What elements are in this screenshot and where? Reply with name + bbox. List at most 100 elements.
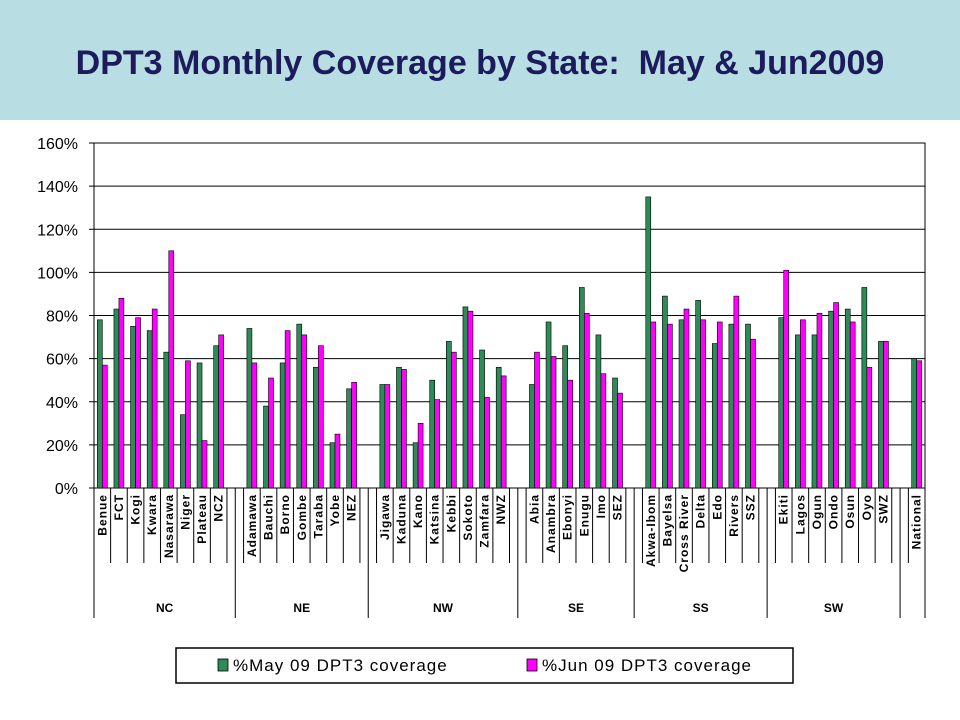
bar-jun [102,364,108,489]
x-tick-label: Adamawa [245,494,259,557]
bar-may [778,317,785,489]
x-tick-label: Imo [594,494,608,518]
bar-may [711,343,718,489]
bar-may [529,384,535,489]
bar-jun [384,384,391,489]
bar-jun [318,345,324,489]
bar-may [811,334,818,489]
y-tick-label: 0% [55,481,78,498]
bar-may [745,323,751,489]
bar-may [379,384,386,489]
bar-jun [334,433,341,489]
x-tick-label: Plateau [195,494,209,544]
x-tick-label: Osun [843,494,857,529]
bar-may [163,351,170,489]
bar-jun [151,308,158,489]
x-tick-label: Ogun [810,494,824,529]
bar-jun [451,351,457,489]
title-banner: DPT3 Monthly Coverage by State: May & Ju… [0,0,960,120]
bar-may [246,328,253,489]
x-tick-label: NEZ [345,494,359,521]
x-tick-label: Gombe [295,494,309,540]
x-tick-label: Niger [178,494,192,530]
bar-jun [417,423,424,489]
bar-jun [883,341,889,489]
bar-may [828,310,834,489]
bar-may [446,341,452,489]
x-tick-label: Kogi [129,494,143,525]
chart-title: DPT3 Monthly Coverage by State: May & Ju… [75,44,885,82]
y-tick-label: 80% [46,309,78,326]
x-tick-label: Enugu [577,494,591,536]
bar-may [795,334,801,489]
bar-jun [550,356,557,489]
bar-jun [733,295,740,489]
bar-jun [135,317,141,489]
bar-jun [201,440,208,489]
x-tick-label: Abia [527,494,541,524]
bar-jun [617,392,623,489]
group-label: NC [156,601,174,615]
x-tick-label: Edo [710,494,724,520]
bar-may [329,442,336,489]
bar-jun [218,334,224,489]
x-tick-label: Zamfara [478,494,492,548]
x-tick-label: Jigawa [378,494,392,540]
x-tick-label: Bauchi [262,494,276,540]
x-tick-label: Lagos [793,494,807,534]
bar-jun [301,334,308,489]
y-tick-label: 40% [46,395,78,412]
x-axis: Benue FCT Kogi Kwara Nasarawa Niger Plateau NCZ… [93,488,926,618]
x-tick-label: Katsina [428,494,442,544]
group-label: NE [293,601,310,615]
bar-may [146,330,153,489]
x-tick-label: Yobe [328,494,342,526]
bar-jun [849,321,856,489]
x-tick-label: Delta [694,494,708,528]
bar-may [662,295,668,489]
bars [97,196,922,489]
x-tick-label: Akwa-Ibom [644,494,658,567]
bar-may [545,321,552,489]
x-tick-label: Ebonyi [561,494,575,540]
x-tick-label: SWZ [876,494,890,524]
bar-may [313,366,319,489]
legend-label: %May 09 DPT3 coverage [233,656,448,675]
bar-jun [185,360,191,489]
bar-may [595,334,602,489]
bar-jun [800,319,806,489]
x-tick-label: National [910,494,924,549]
bar-jun [683,308,690,489]
x-tick-label: Oyo [860,494,874,520]
bar-may [130,325,136,489]
bar-jun [434,399,440,489]
legend-box [175,647,794,684]
x-tick-label: FCT [112,494,126,520]
bar-jun [484,397,490,489]
y-tick-label: 20% [46,438,78,455]
x-tick-label: Borno [278,494,292,534]
x-tick-label: Bayelsa [660,494,674,546]
y-tick-label: 140% [37,179,78,196]
y-tick-label: 100% [37,265,78,282]
x-tick-label: Kano [411,494,425,528]
bar-jun [716,321,723,489]
bar-may [296,323,303,489]
bar-jun [750,338,756,489]
group-label: SS [693,601,709,615]
x-tick-label: SSZ [743,494,757,520]
group-label: SE [568,601,584,615]
bar-may [562,345,568,489]
bar-jun [534,351,540,489]
bar-may [695,300,701,489]
bar-jun [567,379,573,489]
bar-jun [700,319,706,489]
bar-jun [783,269,790,489]
bar-may [844,308,851,489]
bar-jun [401,369,407,489]
x-tick-label: Kaduna [394,494,408,544]
x-tick-label: Benue [95,494,109,536]
x-tick-label: Kebbi [444,494,458,532]
y-tick-label: 120% [37,222,78,239]
